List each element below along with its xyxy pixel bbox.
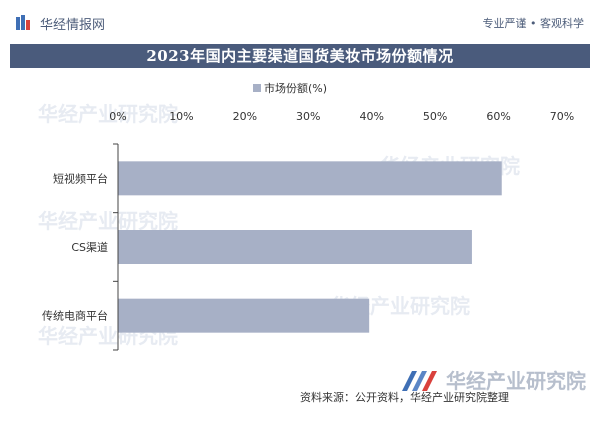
bar bbox=[118, 230, 472, 264]
bars bbox=[118, 161, 502, 333]
x-tick-label: 30% bbox=[296, 110, 320, 123]
x-tick-label: 50% bbox=[423, 110, 447, 123]
category-label: 短视频平台 bbox=[53, 171, 108, 185]
bar bbox=[118, 161, 502, 196]
chart-title: 2023年国内主要渠道国货美妆市场份额情况 bbox=[10, 44, 590, 68]
top-bar: 华经情报网 专业严谨 • 客观科学 bbox=[0, 0, 600, 44]
tagline: 专业严谨 • 客观科学 bbox=[482, 17, 584, 30]
x-axis: 0% 10% 20% 30% 40% 50% 60% 70% bbox=[109, 110, 574, 123]
brand-name: 华经情报网 bbox=[40, 17, 106, 33]
bar-chart: 市场份额(%) 0% 10% 20% 30% 40% 50% 60% 70% 短视频平台 CS渠… bbox=[42, 81, 574, 351]
x-tick-label: 20% bbox=[233, 110, 257, 123]
source-note: 资料来源：公开资料，华经产业研究院整理 bbox=[300, 391, 509, 404]
x-tick-label: 0% bbox=[109, 110, 126, 123]
legend: 市场份额(%) bbox=[253, 81, 327, 95]
x-tick-label: 70% bbox=[550, 110, 574, 123]
legend-swatch bbox=[253, 84, 261, 92]
brand-logo-icon bbox=[16, 15, 30, 30]
x-tick-label: 10% bbox=[169, 110, 193, 123]
footer-logo: 华经产业研究院 bbox=[400, 365, 586, 394]
x-tick-label: 40% bbox=[359, 110, 383, 123]
brand: 华经情报网 bbox=[16, 13, 105, 33]
institute-logo-icon bbox=[402, 370, 437, 391]
x-tick-label: 60% bbox=[486, 110, 510, 123]
category-label: 传统电商平台 bbox=[42, 309, 108, 323]
category-label: CS渠道 bbox=[71, 240, 108, 254]
legend-label: 市场份额(%) bbox=[264, 81, 327, 95]
bar bbox=[118, 298, 370, 333]
footer-logo-text: 华经产业研究院 bbox=[446, 369, 586, 393]
